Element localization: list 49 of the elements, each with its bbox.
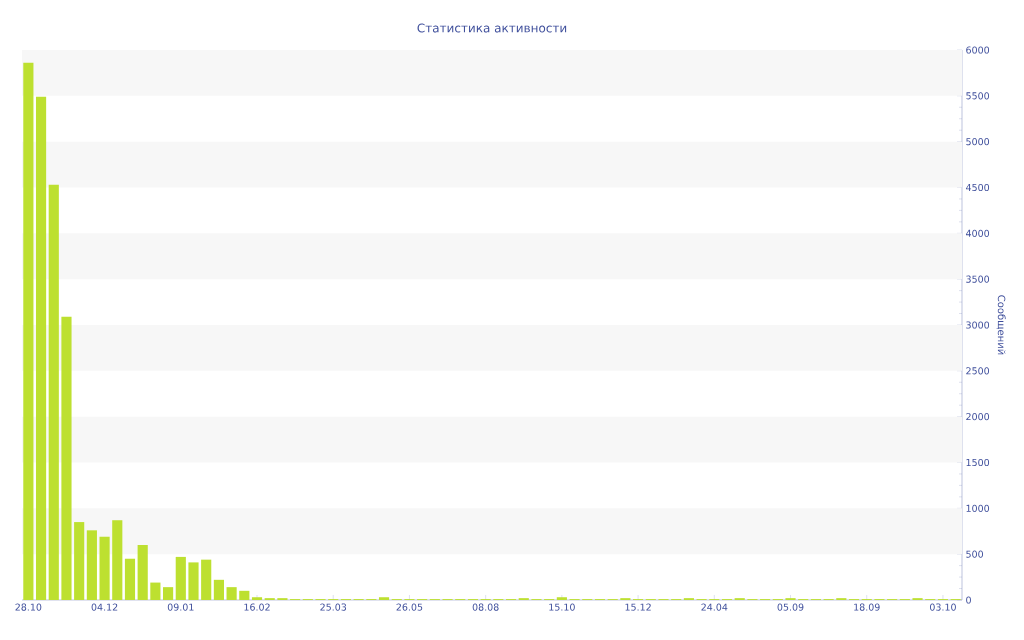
bar — [112, 520, 123, 600]
bar — [213, 579, 224, 600]
y-tick-label: 2500 — [966, 367, 990, 375]
bar — [163, 587, 174, 600]
y-tick-label: 3000 — [966, 321, 990, 329]
x-tick-label: 26.05 — [396, 603, 423, 611]
x-tick-label: 03.10 — [929, 603, 956, 611]
bar — [201, 559, 212, 600]
x-tick-label: 15.12 — [625, 603, 651, 611]
x-tick-label: 04.12 — [91, 603, 118, 611]
x-tick-label: 16.02 — [244, 603, 270, 611]
x-tick-label: 25.03 — [320, 603, 347, 611]
chart-title: Статистика активности — [417, 23, 567, 33]
y-tick-label: 2000 — [966, 413, 990, 421]
x-tick-label: 24.04 — [701, 603, 728, 611]
y-tick-label: 5000 — [966, 138, 990, 146]
y-tick-label: 4000 — [965, 229, 990, 237]
x-tick-label: 18.09 — [854, 603, 880, 611]
bar — [239, 590, 250, 600]
y-tick-label: 3500 — [966, 275, 990, 283]
bar — [61, 316, 72, 600]
bar — [378, 597, 390, 600]
bar — [137, 544, 148, 600]
bar — [175, 556, 186, 600]
x-tick-label: 08.08 — [472, 603, 499, 611]
bar — [48, 184, 59, 600]
bar — [99, 536, 110, 600]
bar — [86, 530, 97, 600]
x-tick-label: 05.09 — [777, 603, 804, 611]
x-tick-label: 28.10 — [15, 603, 42, 611]
bar — [23, 62, 34, 600]
y-axis-title: Сообщений — [996, 295, 1006, 355]
bar — [251, 597, 263, 600]
y-tick-label: 1000 — [966, 504, 990, 512]
y-tick-label: 1500 — [966, 458, 990, 467]
x-tick-label: 15.10 — [549, 603, 575, 611]
bar — [226, 587, 237, 600]
bar — [188, 562, 199, 600]
bar — [556, 597, 567, 600]
bar — [124, 558, 136, 600]
x-tick-label: 09.01 — [167, 603, 194, 611]
bar — [35, 96, 47, 600]
bar — [74, 522, 85, 600]
y-tick-label: 0 — [966, 596, 971, 604]
y-tick-label: 500 — [966, 550, 984, 558]
bar — [150, 582, 161, 600]
y-tick-label: 6000 — [966, 46, 990, 54]
y-tick-label: 5500 — [966, 92, 990, 100]
y-tick-label: 4500 — [965, 183, 990, 192]
